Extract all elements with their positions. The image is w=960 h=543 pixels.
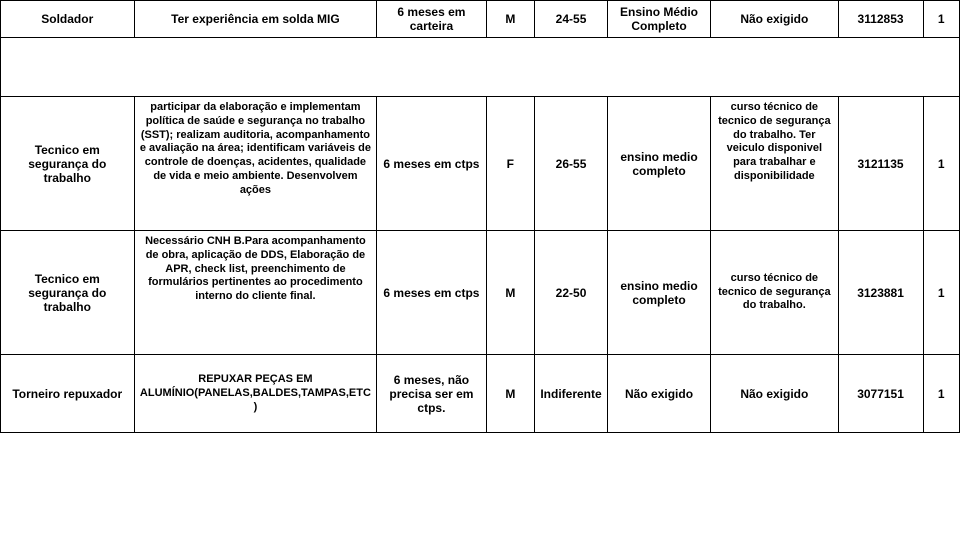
table-row: Tecnico em segurança do trabalho partici… (1, 97, 960, 231)
cell-sexo: M (486, 1, 535, 38)
cell-cargo: Tecnico em segurança do trabalho (1, 231, 135, 355)
cell-tempo: 6 meses em ctps (377, 97, 486, 231)
cell-descricao: Necessário CNH B.Para acompanhamento de … (134, 231, 377, 355)
cell-codigo: 3077151 (838, 355, 923, 433)
cell-idade: Indiferente (535, 355, 608, 433)
cell-escolaridade: Ensino Médio Completo (607, 1, 710, 38)
cell-tempo: 6 meses, não precisa ser em ctps. (377, 355, 486, 433)
table-row: Tecnico em segurança do trabalho Necessá… (1, 231, 960, 355)
cell-escolaridade: Não exigido (607, 355, 710, 433)
cell-idade: 26-55 (535, 97, 608, 231)
cell-vagas: 1 (923, 231, 959, 355)
req-text: curso técnico de tecnico de segurança do… (715, 101, 833, 226)
cell-vagas: 1 (923, 97, 959, 231)
cell-sexo: M (486, 231, 535, 355)
table-row: Torneiro repuxador REPUXAR PEÇAS EM ALUM… (1, 355, 960, 433)
cell-escolaridade: ensino medio completo (607, 97, 710, 231)
cell-descricao: Ter experiência em solda MIG (134, 1, 377, 38)
cell-codigo: 3121135 (838, 97, 923, 231)
cell-cargo: Soldador (1, 1, 135, 38)
desc-text: participar da elaboração e implementam p… (139, 101, 373, 226)
cell-descricao: REPUXAR PEÇAS EM ALUMÍNIO(PANELAS,BALDES… (134, 355, 377, 433)
cell-sexo: F (486, 97, 535, 231)
cell-requisito: curso técnico de tecnico de segurança do… (711, 97, 838, 231)
spacer-row (1, 38, 960, 97)
cell-tempo: 6 meses em ctps (377, 231, 486, 355)
cell-idade: 22-50 (535, 231, 608, 355)
cell-idade: 24-55 (535, 1, 608, 38)
desc-text: Necessário CNH B.Para acompanhamento de … (139, 235, 373, 350)
cell-requisito: Não exigido (711, 1, 838, 38)
cell-codigo: 3112853 (838, 1, 923, 38)
cell-tempo: 6 meses em carteira (377, 1, 486, 38)
spacer-cell (1, 38, 960, 97)
cell-codigo: 3123881 (838, 231, 923, 355)
cell-descricao: participar da elaboração e implementam p… (134, 97, 377, 231)
cell-cargo: Tecnico em segurança do trabalho (1, 97, 135, 231)
cell-requisito: Não exigido (711, 355, 838, 433)
cell-requisito: curso técnico de tecnico de segurança do… (711, 231, 838, 355)
cell-vagas: 1 (923, 355, 959, 433)
cell-vagas: 1 (923, 1, 959, 38)
cell-cargo: Torneiro repuxador (1, 355, 135, 433)
job-table: Soldador Ter experiência em solda MIG 6 … (0, 0, 960, 433)
cell-escolaridade: ensino medio completo (607, 231, 710, 355)
table-row: Soldador Ter experiência em solda MIG 6 … (1, 1, 960, 38)
cell-sexo: M (486, 355, 535, 433)
